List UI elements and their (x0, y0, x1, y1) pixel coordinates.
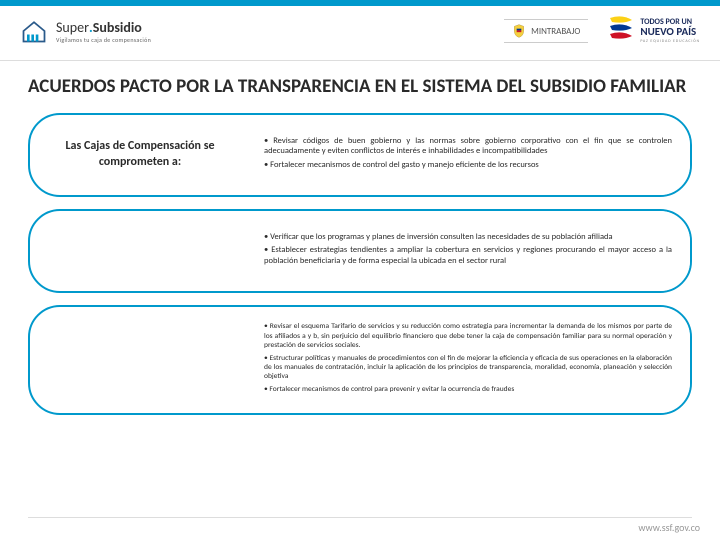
row-bullets: • Revisar el esquema Tarifario de servic… (250, 307, 690, 413)
footer-url: www.ssf.gov.co (638, 521, 700, 534)
nuevo-pais-sub: PAZ EQUIDAD EDUCACIÓN (640, 39, 700, 44)
flag-swoosh-icon (608, 14, 634, 48)
content-area: Las Cajas de Compensación se comprometen… (0, 103, 720, 415)
commitment-row-2: • Verificar que los programas y planes d… (28, 209, 692, 293)
row-label: Las Cajas de Compensación se comprometen… (30, 115, 250, 195)
logo-tagline: Vigilamos tu caja de compensación (56, 36, 151, 44)
bullet-text: • Revisar códigos de buen gobierno y las… (264, 136, 672, 157)
logo-nuevo-pais: TODOS POR UN NUEVO PAÍS PAZ EQUIDAD EDUC… (608, 14, 700, 48)
house-icon (20, 17, 48, 45)
bullet-text: • Verificar que los programas y planes d… (264, 232, 672, 243)
commitment-row-1: Las Cajas de Compensación se comprometen… (28, 113, 692, 197)
row-bullets: • Revisar códigos de buen gobierno y las… (250, 115, 690, 195)
shield-icon (512, 24, 526, 38)
bullet-text: • Estructurar políticas y manuales de pr… (264, 354, 672, 382)
row-label (30, 211, 250, 291)
row-bullets: • Verificar que los programas y planes d… (250, 211, 690, 291)
bullet-text: • Revisar el esquema Tarifario de servic… (264, 322, 672, 350)
header: Super.Subsidio Vigilamos tu caja de comp… (0, 6, 720, 61)
bullet-text: • Establecer estrategias tendientes a am… (264, 245, 672, 266)
logo-word-1: Super (56, 19, 89, 36)
row-label (30, 307, 250, 413)
bullet-text: • Fortalecer mecanismos de control del g… (264, 160, 672, 171)
logo-text: Super.Subsidio (56, 19, 151, 36)
logo-mintrabajo: MINTRABAJO (504, 19, 588, 43)
logo-supersubsidio: Super.Subsidio Vigilamos tu caja de comp… (20, 17, 151, 45)
logo-word-2: Subsidio (93, 19, 142, 36)
bullet-text: • Fortalecer mecanismos de control para … (264, 385, 672, 394)
commitment-row-3: • Revisar el esquema Tarifario de servic… (28, 305, 692, 415)
footer-divider (28, 517, 692, 518)
page-title: ACUERDOS PACTO POR LA TRANSPARENCIA EN E… (0, 61, 720, 103)
nuevo-pais-line2: NUEVO PAÍS (640, 26, 700, 37)
header-right: MINTRABAJO TODOS POR UN NUEVO PAÍS PAZ E… (504, 14, 700, 48)
mintrabajo-label: MINTRABAJO (531, 26, 580, 37)
